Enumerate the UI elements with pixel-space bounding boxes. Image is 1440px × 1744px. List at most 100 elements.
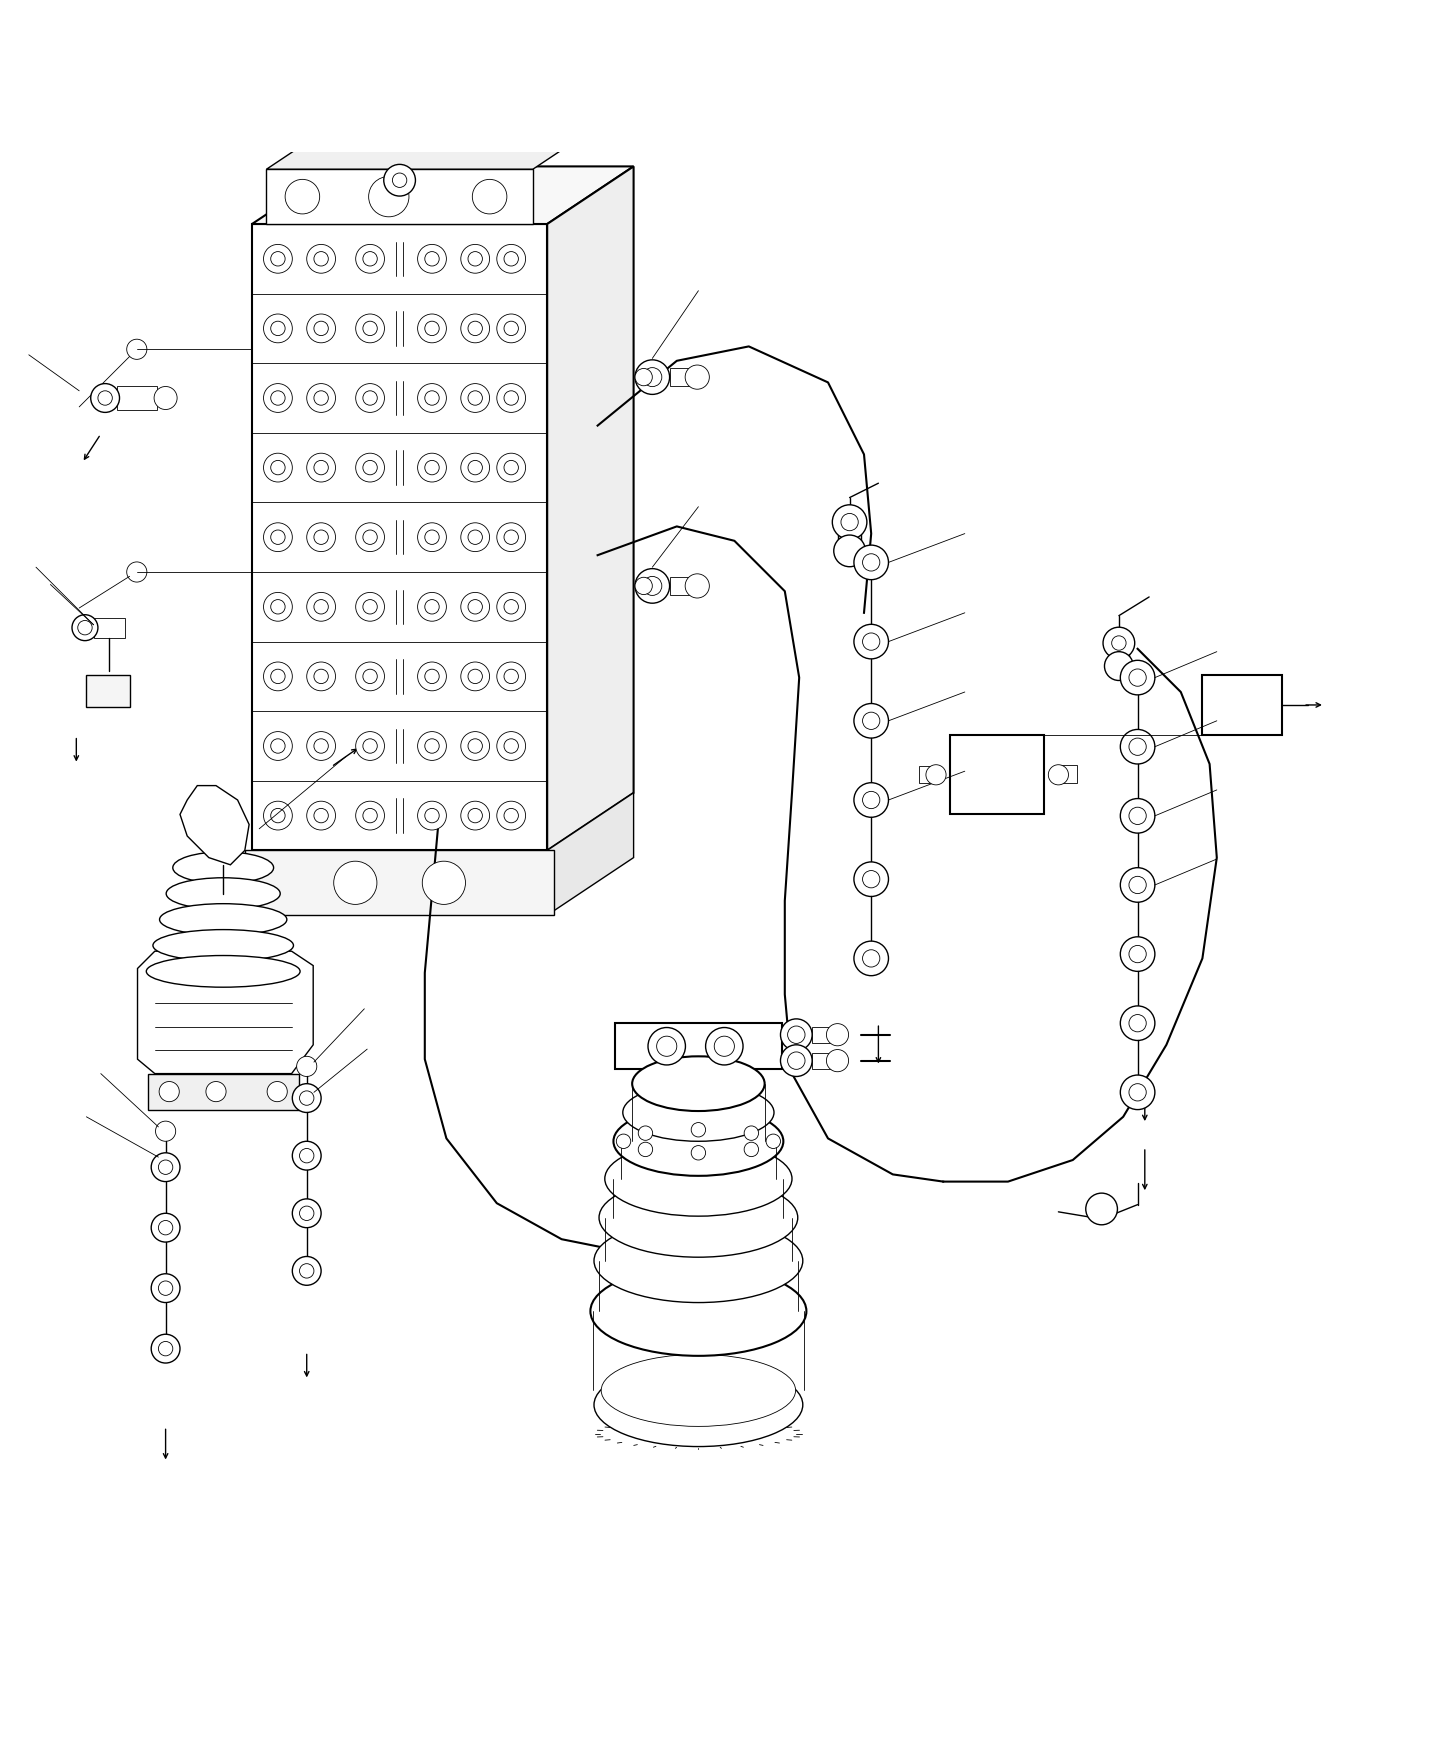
Circle shape	[78, 621, 92, 635]
Circle shape	[363, 391, 377, 405]
Circle shape	[691, 1123, 706, 1137]
Circle shape	[314, 600, 328, 614]
Ellipse shape	[590, 1266, 806, 1355]
Bar	[266, 169, 533, 223]
Circle shape	[461, 593, 490, 621]
Circle shape	[1120, 1006, 1155, 1041]
Bar	[950, 736, 1044, 814]
Polygon shape	[180, 785, 249, 865]
Circle shape	[497, 593, 526, 621]
Circle shape	[854, 546, 888, 579]
Circle shape	[788, 1052, 805, 1069]
Circle shape	[461, 384, 490, 412]
Circle shape	[271, 460, 285, 474]
Circle shape	[418, 800, 446, 830]
Circle shape	[468, 600, 482, 614]
Circle shape	[300, 1264, 314, 1278]
Circle shape	[504, 600, 518, 614]
Circle shape	[418, 453, 446, 481]
Circle shape	[1112, 637, 1126, 651]
Circle shape	[418, 593, 446, 621]
Circle shape	[151, 1214, 180, 1242]
Circle shape	[788, 1025, 805, 1043]
Circle shape	[706, 1027, 743, 1066]
Circle shape	[854, 862, 888, 896]
Circle shape	[264, 244, 292, 274]
Circle shape	[334, 862, 377, 905]
Circle shape	[1104, 652, 1133, 680]
Circle shape	[461, 731, 490, 760]
Circle shape	[314, 460, 328, 474]
Circle shape	[356, 384, 384, 412]
Circle shape	[1129, 670, 1146, 685]
Circle shape	[468, 251, 482, 267]
Circle shape	[151, 1273, 180, 1303]
Bar	[1109, 644, 1129, 661]
Circle shape	[638, 1142, 652, 1156]
Bar	[919, 766, 936, 783]
Bar	[245, 851, 554, 916]
Circle shape	[264, 453, 292, 481]
Circle shape	[425, 460, 439, 474]
Circle shape	[497, 244, 526, 274]
Circle shape	[271, 739, 285, 753]
Circle shape	[307, 453, 336, 481]
Circle shape	[363, 739, 377, 753]
Circle shape	[271, 670, 285, 684]
Circle shape	[468, 391, 482, 405]
Circle shape	[264, 384, 292, 412]
Circle shape	[356, 453, 384, 481]
Circle shape	[425, 739, 439, 753]
Circle shape	[504, 391, 518, 405]
Circle shape	[363, 251, 377, 267]
Circle shape	[714, 1036, 734, 1057]
Circle shape	[425, 809, 439, 823]
Ellipse shape	[147, 956, 300, 987]
Circle shape	[127, 562, 147, 582]
Circle shape	[264, 314, 292, 344]
Circle shape	[863, 555, 880, 570]
Circle shape	[158, 1280, 173, 1296]
Circle shape	[363, 460, 377, 474]
Circle shape	[504, 809, 518, 823]
Circle shape	[363, 670, 377, 684]
Circle shape	[307, 663, 336, 691]
Bar	[1202, 675, 1282, 736]
Circle shape	[307, 800, 336, 830]
Circle shape	[635, 569, 670, 603]
Circle shape	[780, 1045, 812, 1076]
Ellipse shape	[622, 1083, 775, 1141]
Circle shape	[264, 523, 292, 551]
Circle shape	[425, 600, 439, 614]
Circle shape	[314, 809, 328, 823]
Ellipse shape	[613, 1107, 783, 1175]
Circle shape	[158, 1341, 173, 1355]
Circle shape	[418, 244, 446, 274]
Circle shape	[1120, 937, 1155, 971]
Circle shape	[268, 1081, 287, 1102]
Circle shape	[422, 862, 465, 905]
Circle shape	[1129, 875, 1146, 893]
Circle shape	[151, 1153, 180, 1182]
Circle shape	[418, 663, 446, 691]
Circle shape	[497, 384, 526, 412]
Circle shape	[827, 1024, 848, 1046]
Circle shape	[271, 321, 285, 335]
Circle shape	[356, 244, 384, 274]
Circle shape	[504, 670, 518, 684]
Circle shape	[314, 739, 328, 753]
Circle shape	[1086, 1193, 1117, 1224]
Circle shape	[504, 739, 518, 753]
Circle shape	[264, 663, 292, 691]
Circle shape	[504, 251, 518, 267]
Circle shape	[363, 530, 377, 544]
Circle shape	[461, 244, 490, 274]
Circle shape	[418, 384, 446, 412]
Circle shape	[425, 251, 439, 267]
Circle shape	[1120, 799, 1155, 834]
Circle shape	[91, 384, 120, 412]
Circle shape	[1120, 729, 1155, 764]
Circle shape	[292, 1198, 321, 1228]
Polygon shape	[138, 950, 314, 1074]
Circle shape	[418, 731, 446, 760]
